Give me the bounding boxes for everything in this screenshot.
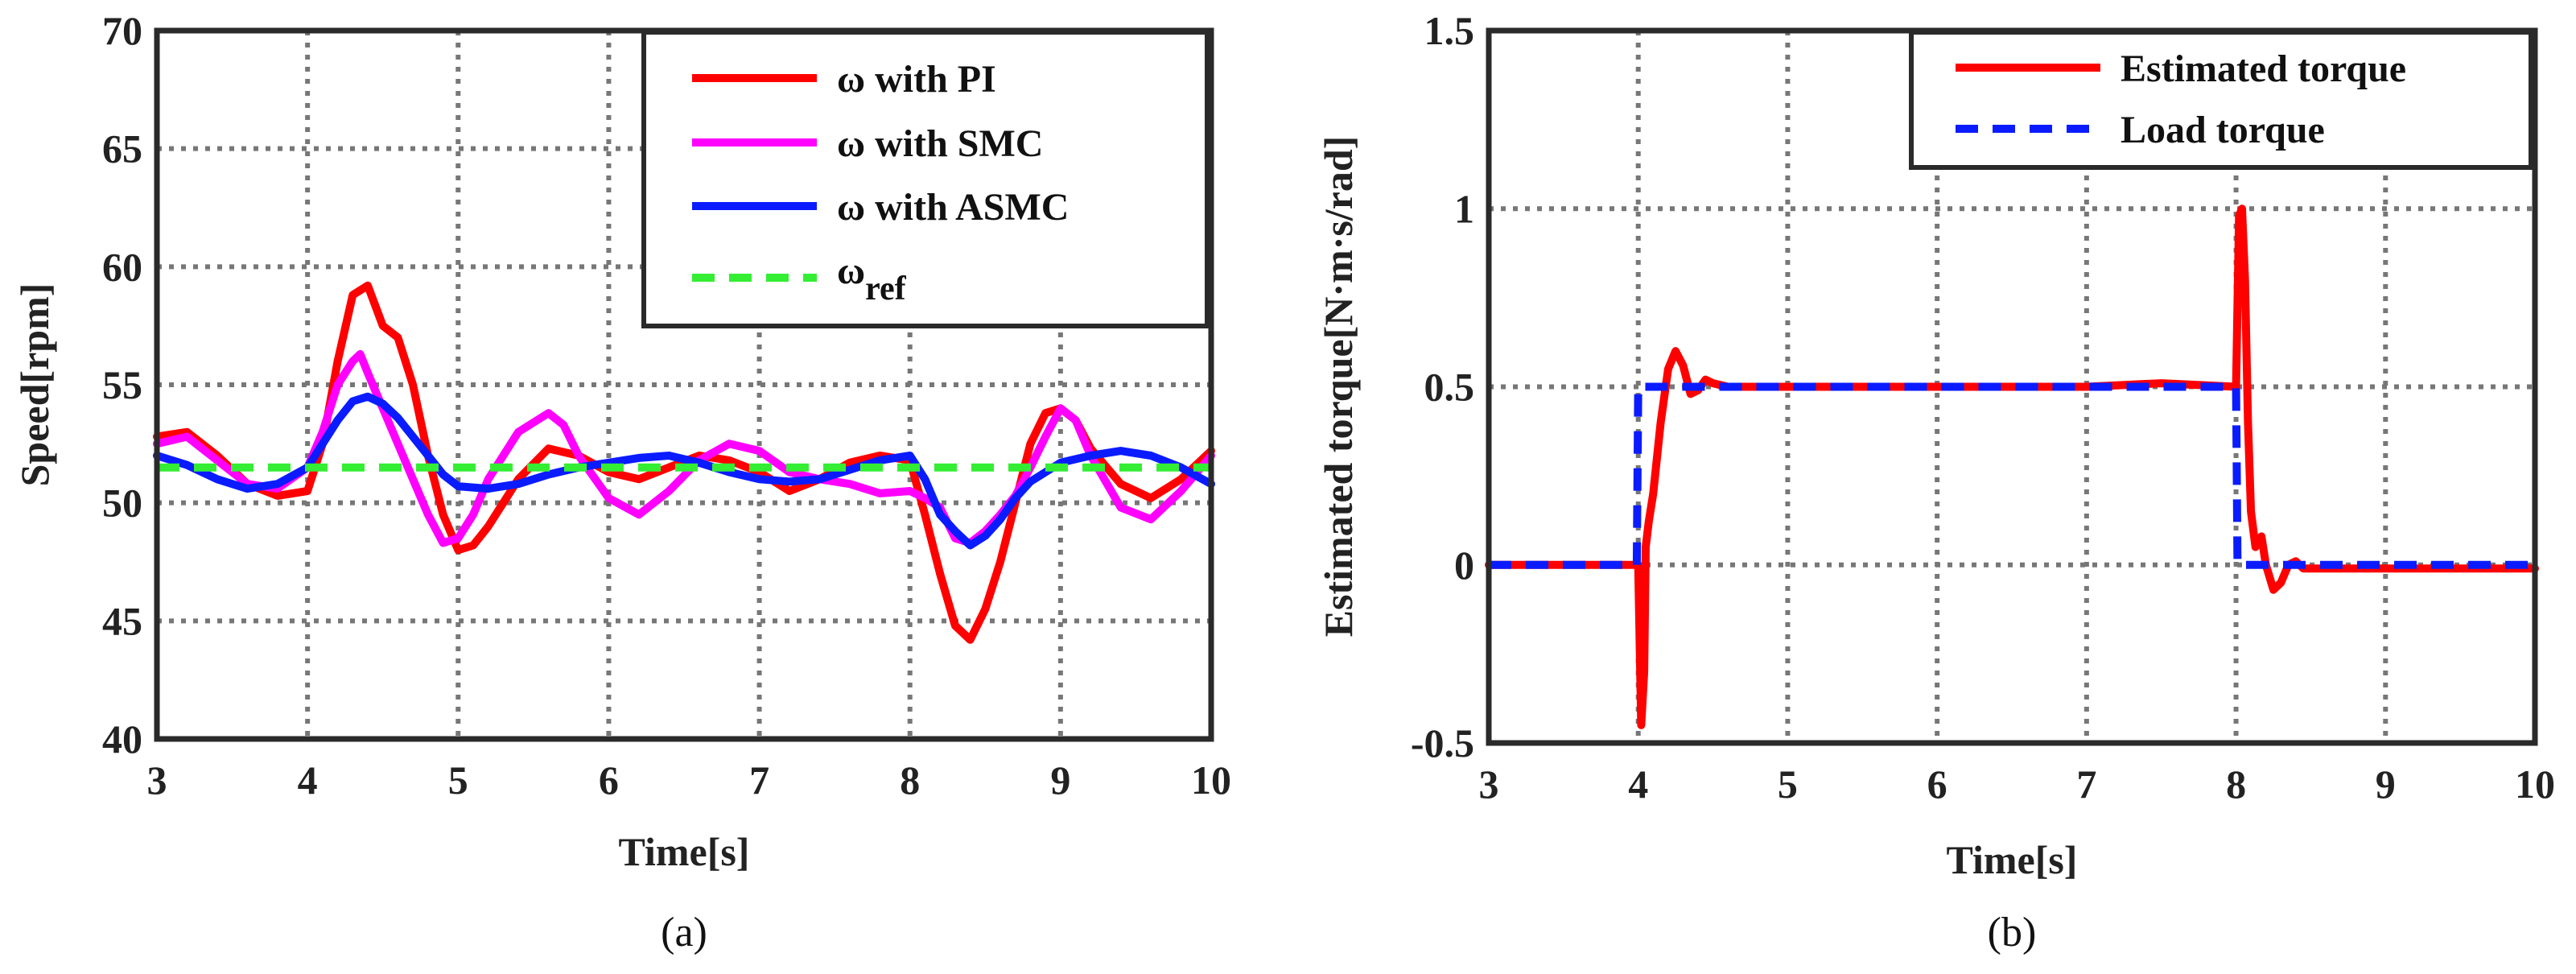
chart-a-legend: ω with PI ω with SMC ω with ASMC ωref [641, 30, 1210, 328]
series-line--with-smc [153, 349, 1215, 547]
x-tick-label: 10 [1191, 757, 1231, 803]
y-tick-label: 70 [102, 8, 142, 53]
x-tick-label: 3 [147, 757, 167, 803]
legend-label-ref-main: ω [837, 250, 865, 292]
chart-a-x-ticks: 3 4 5 6 7 8 9 10 [147, 757, 1232, 803]
legend-label-pi: ω with PI [837, 58, 996, 101]
x-tick-label: 5 [1778, 761, 1798, 807]
y-tick-label: 60 [102, 244, 142, 289]
series-line--with-asmc [153, 392, 1215, 550]
legend-label-asmc: ω with ASMC [837, 186, 1069, 229]
legend-label-ref: ωref [837, 250, 907, 307]
y-tick-label: 50 [102, 481, 142, 526]
x-tick-label: 7 [749, 757, 769, 803]
y-tick-label: 45 [102, 598, 142, 643]
chart-a-grid [157, 31, 1211, 739]
x-tick-label: 7 [2076, 761, 2096, 807]
x-tick-label: 9 [1050, 757, 1070, 803]
series-line-load-torque [1489, 382, 2535, 569]
legend-label-load: Load torque [2121, 109, 2325, 151]
y-tick-label: 1 [1454, 186, 1474, 231]
chart-b-ylabel: Estimated torque[N·m·s/rad] [1316, 136, 1361, 638]
chart-a-xlabel: Time[s] [619, 829, 750, 874]
chart-b-series [1485, 204, 2539, 729]
x-tick-label: 8 [900, 757, 920, 803]
x-tick-label: 9 [2376, 761, 2396, 807]
chart-a-y-ticks: 40 45 50 55 60 65 70 [102, 8, 142, 761]
chart-b-y-ticks: -0.5 0 0.5 1 1.5 [1411, 8, 1474, 766]
y-tick-label: 0 [1454, 543, 1474, 588]
x-tick-label: 3 [1479, 761, 1499, 807]
y-tick-label: 1.5 [1424, 8, 1475, 53]
x-tick-label: 8 [2226, 761, 2246, 807]
x-tick-label: 6 [599, 757, 619, 803]
chart-b-x-ticks: 3 4 5 6 7 8 9 10 [1479, 761, 2556, 807]
legend-label-estimated: Estimated torque [2121, 47, 2406, 90]
y-tick-label: 55 [102, 362, 142, 407]
x-tick-label: 6 [1927, 761, 1947, 807]
chart-b-legend-box [1909, 30, 2533, 170]
y-tick-label: 0.5 [1424, 365, 1475, 410]
x-tick-label: 4 [1628, 761, 1648, 807]
y-tick-label: 65 [102, 126, 142, 171]
y-tick-label: -0.5 [1411, 720, 1474, 766]
x-tick-label: 10 [2515, 761, 2555, 807]
series-line-estimated-torque [1485, 204, 2539, 729]
chart-a-ylabel: Speed[rpm] [12, 283, 57, 487]
y-tick-label: 40 [102, 716, 142, 761]
chart-b: 3 4 5 6 7 8 9 10 -0.5 0 0.5 1 1.5 Time[s] Estimated… [1316, 8, 2555, 955]
chart-b-caption: (b) [1988, 910, 2037, 955]
chart-a-caption: (a) [661, 910, 707, 955]
chart-b-xlabel: Time[s] [1947, 837, 2078, 882]
x-tick-label: 5 [448, 757, 468, 803]
legend-label-smc: ω with SMC [837, 122, 1043, 165]
legend-label-ref-sub: ref [865, 270, 907, 307]
chart-b-legend: Estimated torque Load torque [1909, 30, 2533, 170]
chart-a-series [153, 281, 1215, 644]
x-tick-label: 4 [298, 757, 318, 803]
